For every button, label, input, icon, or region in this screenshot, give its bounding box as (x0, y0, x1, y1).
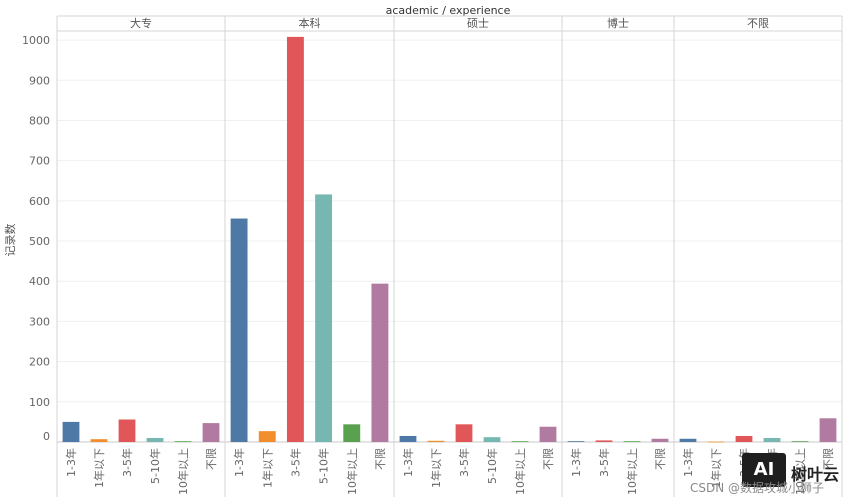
watermark-credit: CSDN @数据攻城小狮子 (690, 481, 825, 495)
bar (483, 437, 501, 442)
y-axis-label: 记录数 (4, 224, 17, 257)
y-tick-label: 0 (43, 430, 50, 443)
y-tick-label: 400 (29, 275, 50, 288)
x-tick-label: 1-3年 (64, 448, 78, 477)
panel-frames (56, 15, 843, 497)
x-tick-label: 不限 (205, 448, 218, 470)
bar (315, 194, 333, 442)
bar (230, 218, 248, 442)
bar (623, 441, 641, 442)
panel-header-label: 本科 (299, 16, 321, 30)
chart-title: academic / experience (386, 4, 511, 17)
bar (707, 441, 725, 443)
x-tick-label: 不限 (654, 448, 667, 470)
bar (399, 435, 417, 442)
panel-header-label: 大专 (130, 16, 152, 30)
x-tick-label: 10年以上 (176, 448, 190, 495)
y-tick-label: 200 (29, 356, 50, 369)
x-tick-label: 1年以下 (709, 448, 723, 488)
x-tick-label: 3-5年 (457, 448, 471, 477)
x-tick-label: 10年以上 (625, 448, 639, 495)
x-tick-label: 3-5年 (288, 448, 302, 477)
bar (595, 440, 613, 442)
x-tick-label: 不限 (542, 448, 555, 470)
x-tick-label: 1-3年 (681, 448, 695, 477)
x-tick-label: 不限 (374, 448, 387, 470)
bar (146, 437, 164, 442)
y-tick-label: 600 (29, 195, 50, 208)
bar (539, 426, 557, 442)
bar (567, 441, 585, 442)
bar (819, 418, 837, 442)
watermark-brand: 树叶云 (791, 465, 840, 484)
bar (371, 283, 389, 442)
x-tick-label: 10年以上 (345, 448, 359, 495)
y-tick-label: 800 (29, 114, 50, 127)
x-tick-label: 1年以下 (260, 448, 274, 488)
x-tick-label: 3-5年 (120, 448, 134, 477)
bar (427, 440, 445, 442)
bar (62, 421, 80, 442)
y-tick-label: 300 (29, 315, 50, 328)
x-tick-label: 3-5年 (597, 448, 611, 477)
bar (174, 441, 192, 442)
bar (455, 424, 473, 442)
bar (90, 439, 108, 442)
x-tick-label: 1-3年 (401, 448, 415, 477)
x-tick-label: 不限 (822, 448, 835, 470)
bars (62, 36, 837, 443)
bar (286, 36, 304, 442)
bar (343, 424, 361, 442)
x-tick-label: 1-3年 (569, 448, 583, 477)
x-tick-label: 1年以下 (92, 448, 106, 488)
x-axis-ticks: 1-3年 1年以下 3-5年 5-10年 10年以上 不限 1-3年 1年以下 3-5年 5-10… (64, 448, 835, 495)
bar (118, 419, 136, 442)
y-tick-label: 700 (29, 155, 50, 168)
y-tick-label: 900 (29, 74, 50, 87)
bar (202, 423, 220, 442)
x-tick-label: 1年以下 (429, 448, 443, 488)
panel-header-label: 硕士 (467, 17, 489, 30)
bar (651, 438, 669, 442)
grid-lines (57, 39, 842, 403)
x-tick-label: 5-10年 (148, 448, 162, 484)
bar (791, 441, 809, 442)
x-tick-label: 5-10年 (485, 448, 499, 484)
y-tick-label: 100 (29, 396, 50, 409)
bar (511, 441, 529, 442)
y-tick-label: 1000 (22, 34, 50, 47)
x-tick-label: 10年以上 (793, 448, 807, 495)
bar (679, 438, 697, 442)
x-tick-label: 10年以上 (513, 448, 527, 495)
panel-headers: 大专 本科 硕士 博士 不限 (130, 16, 769, 30)
x-tick-label: 5-10年 (317, 448, 331, 484)
y-axis-ticks: 0 100 200 300 400 500 600 700 800 900 1000 (22, 34, 50, 443)
watermark-logo-icon: AI (742, 453, 786, 487)
bar (763, 437, 781, 442)
bar (258, 431, 276, 442)
x-tick-label: 1-3年 (232, 448, 246, 477)
y-tick-label: 500 (29, 235, 50, 248)
bar (735, 435, 753, 442)
panel-header-label: 博士 (607, 17, 629, 30)
panel-header-label: 不限 (747, 17, 769, 30)
